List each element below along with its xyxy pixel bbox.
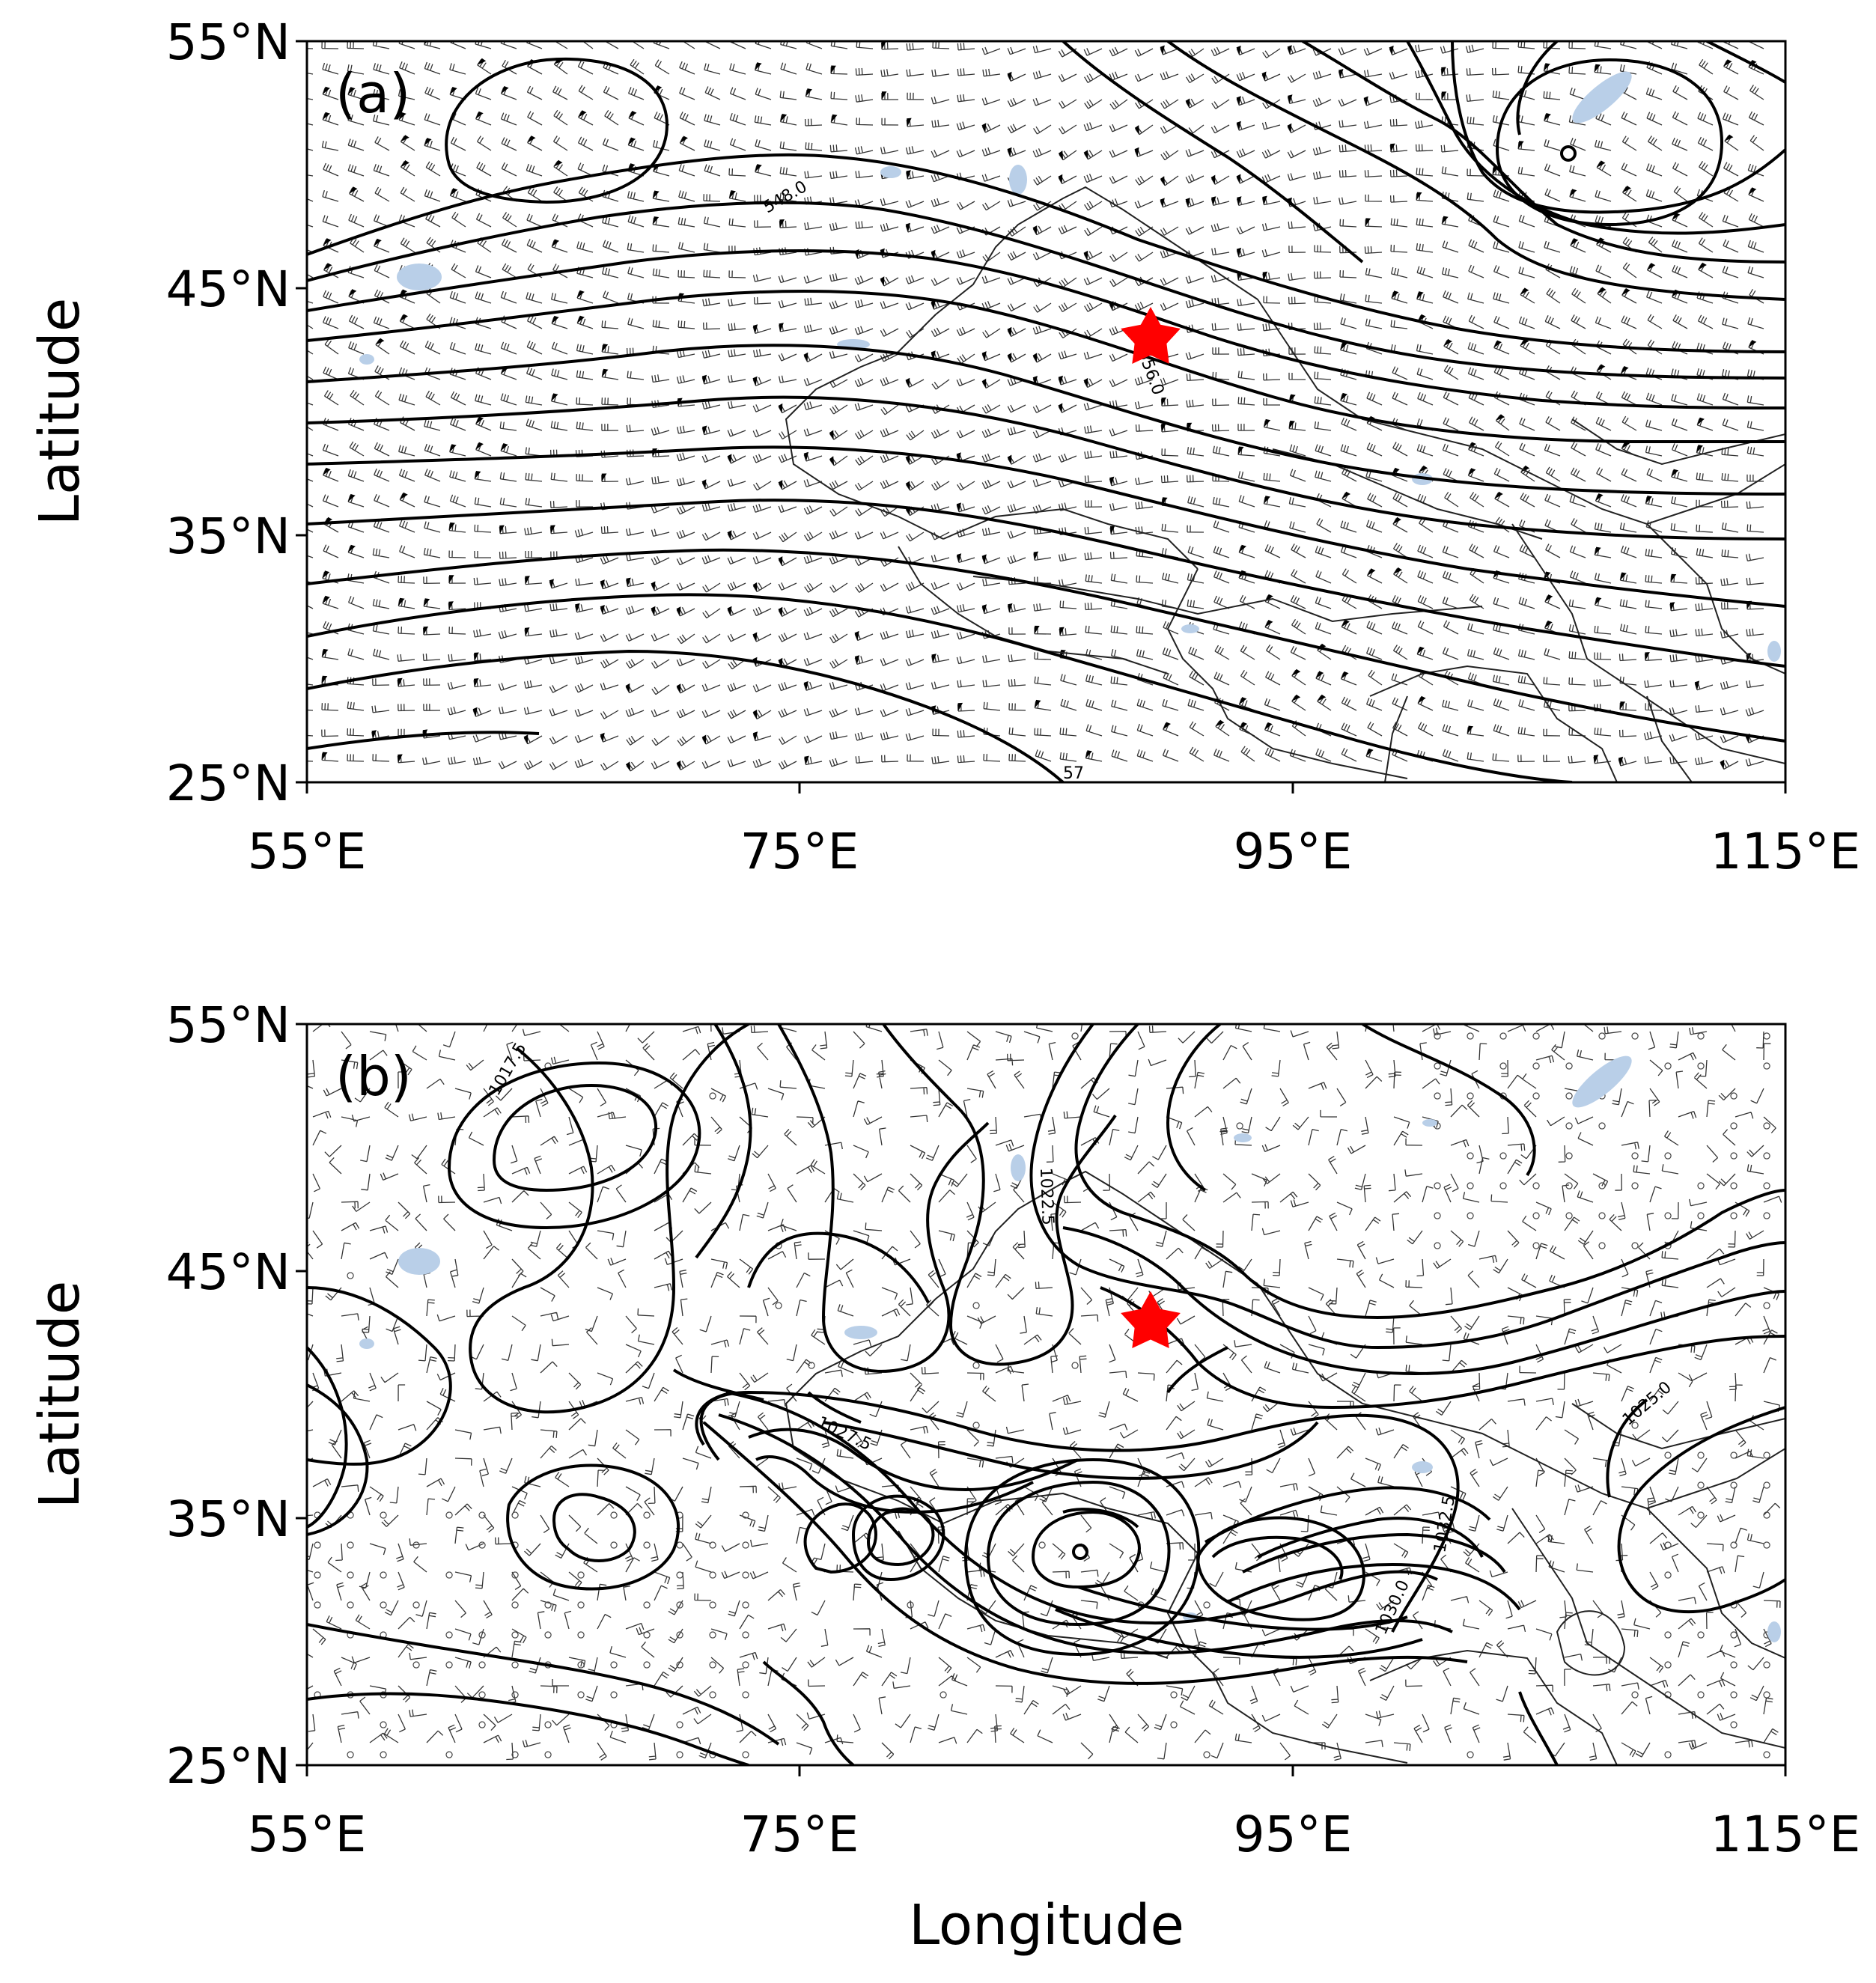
panel-a-map-area: 548.0 556.0 57 <box>307 41 1785 783</box>
y-tick-label: 25°N <box>166 1737 290 1795</box>
panel-a-borders <box>785 186 1785 782</box>
x-tick-label: 115°E <box>1711 823 1861 880</box>
y-axis-label: Latitude <box>28 1281 92 1509</box>
y-tick-label: 45°N <box>166 261 290 318</box>
calm-wind-circles <box>314 1032 1770 1758</box>
y-tick-label: 45°N <box>166 1243 290 1301</box>
panel-a: 548.0 556.0 57 (a) 55°E 75°E 95°E 115°E … <box>28 13 1860 880</box>
panel-a-wind-barbs <box>307 41 1764 772</box>
x-tick-label: 115°E <box>1711 1806 1861 1863</box>
station-star-marker <box>1121 1291 1181 1348</box>
station-star-marker <box>1121 307 1181 364</box>
panel-b-contours <box>307 1024 1785 1765</box>
wind-barb-field <box>307 41 1764 772</box>
y-tick-label: 25°N <box>166 755 290 812</box>
panel-label: (a) <box>335 62 410 125</box>
y-tick-label: 55°N <box>166 13 290 71</box>
panel-a-ticks <box>296 40 1787 793</box>
x-tick-label: 75°E <box>740 1806 859 1863</box>
x-tick-label: 95°E <box>1234 823 1353 880</box>
x-tick-label: 95°E <box>1234 1806 1353 1863</box>
panel-b-borders <box>785 1170 1785 1765</box>
y-tick-label: 35°N <box>166 508 290 565</box>
contour-label: 57 <box>1063 764 1084 783</box>
y-tick-label: 55°N <box>166 996 290 1054</box>
panel-b-ticks <box>296 1023 1787 1776</box>
panel-b-map-area: 1017.5 1022.5 1027.5 1025.0 1030.0 1032.… <box>307 1024 1785 1765</box>
panel-b-calm-circles <box>314 1032 1770 1758</box>
panel-a-contours <box>307 41 1785 782</box>
contour-label: 1022.5 <box>1036 1167 1057 1225</box>
panel-a-frame <box>305 40 1787 784</box>
panel-b-lakes <box>359 1056 1781 1642</box>
y-axis-label: Latitude <box>28 298 92 526</box>
x-tick-label: 75°E <box>740 823 859 880</box>
panel-b-frame <box>305 1023 1787 1767</box>
panel-a-lakes <box>359 71 1781 662</box>
panel-label: (b) <box>335 1045 412 1108</box>
y-tick-label: 35°N <box>166 1490 290 1548</box>
panel-b: 1017.5 1022.5 1027.5 1025.0 1030.0 1032.… <box>28 996 1860 1863</box>
x-tick-label: 55°E <box>248 1806 367 1863</box>
x-axis-label: Longitude <box>909 1893 1184 1958</box>
x-tick-label: 55°E <box>248 823 367 880</box>
